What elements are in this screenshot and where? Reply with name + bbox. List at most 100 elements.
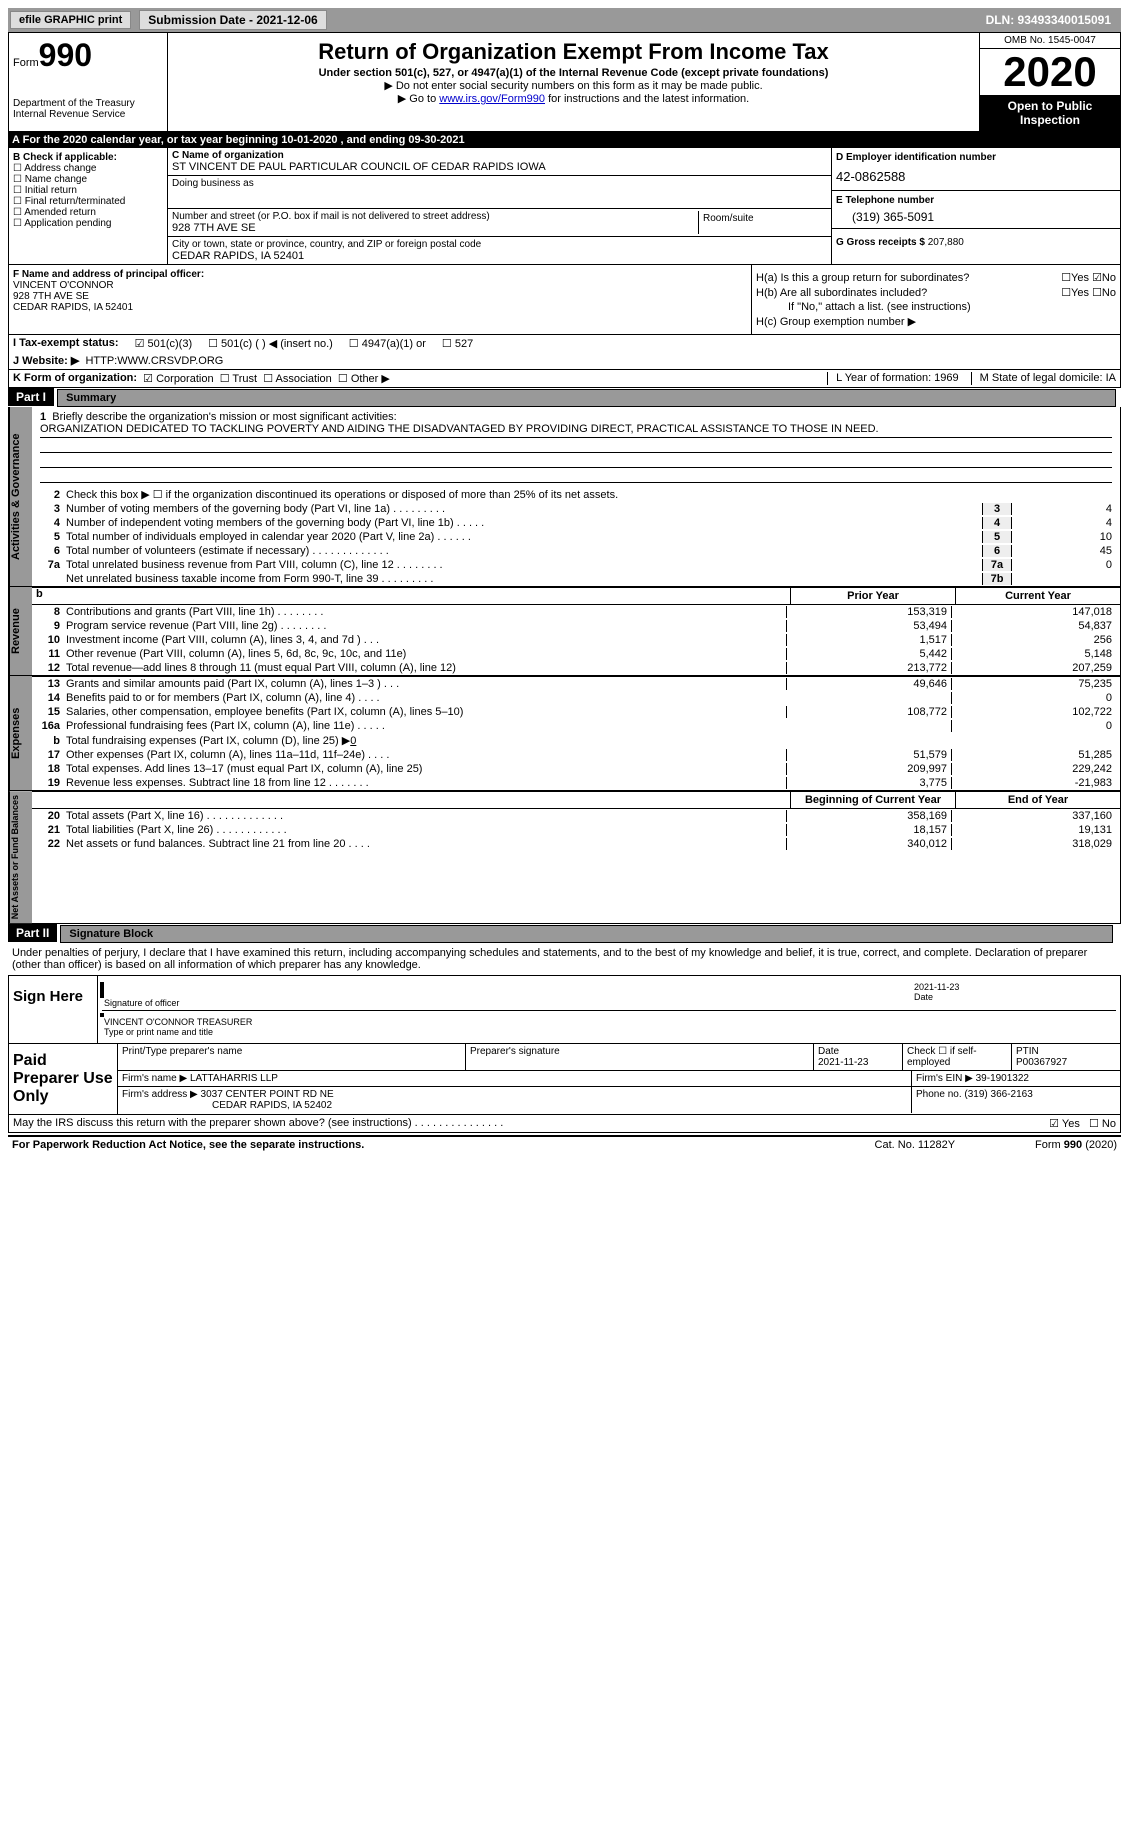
check-name-change[interactable]: ☐ Name change — [13, 174, 163, 185]
firm-phone-label: Phone no. — [916, 1089, 962, 1100]
i-4947[interactable]: ☐ 4947(a)(1) or — [349, 337, 426, 350]
check-final-return[interactable]: ☐ Final return/terminated — [13, 196, 163, 207]
ha-yes[interactable]: ☐Yes — [1061, 271, 1089, 284]
l13: Grants and similar amounts paid (Part IX… — [66, 678, 786, 690]
l1-label: Briefly describe the organization's miss… — [52, 411, 396, 423]
footer-cat: Cat. No. 11282Y — [875, 1139, 956, 1151]
form-subtitle: Under section 501(c), 527, or 4947(a)(1)… — [172, 67, 975, 79]
i-527[interactable]: ☐ 527 — [442, 337, 473, 350]
c9: 54,837 — [951, 620, 1116, 632]
l7b: Net unrelated business taxable income fr… — [66, 573, 982, 585]
pp-sig-label: Preparer's signature — [466, 1044, 814, 1070]
check-address-change[interactable]: ☐ Address change — [13, 163, 163, 174]
phone-value: (319) 365-5091 — [852, 210, 1116, 224]
org-name-label: C Name of organization — [172, 150, 827, 161]
discuss-no[interactable]: ☐ No — [1089, 1118, 1116, 1130]
k-label: K Form of organization: — [13, 372, 137, 384]
omb-number: OMB No. 1545-0047 — [980, 33, 1120, 49]
ha-no[interactable]: ☑No — [1092, 271, 1116, 284]
l17: Other expenses (Part IX, column (A), lin… — [66, 749, 786, 761]
l8: Contributions and grants (Part VIII, lin… — [66, 606, 786, 618]
expenses-section: Expenses 13Grants and similar amounts pa… — [8, 676, 1121, 791]
c22: 318,029 — [951, 838, 1116, 850]
l19: Revenue less expenses. Subtract line 18 … — [66, 777, 786, 789]
c17: 51,285 — [951, 749, 1116, 761]
k-trust[interactable]: ☐ Trust — [220, 372, 257, 385]
officer-group-block: F Name and address of principal officer:… — [8, 265, 1121, 335]
part-2: Part II Signature Block — [8, 924, 1121, 943]
top-bar: efile GRAPHIC print Submission Date - 20… — [8, 8, 1121, 32]
vert-expenses: Expenses — [9, 676, 32, 790]
officer-type-label: Type or print name and title — [104, 1027, 213, 1037]
p9: 53,494 — [786, 620, 951, 632]
beg-year-hdr: Beginning of Current Year — [790, 792, 955, 808]
hb-no[interactable]: ☐No — [1092, 286, 1116, 299]
org-info-block: B Check if applicable: ☐ Address change … — [8, 148, 1121, 265]
k-other[interactable]: ☐ Other ▶ — [338, 372, 390, 385]
c20: 337,160 — [951, 810, 1116, 822]
open-inspection: Open to Public Inspection — [980, 95, 1120, 131]
j-label: J Website: ▶ — [13, 355, 79, 367]
street-label: Number and street (or P.O. box if mail i… — [172, 211, 698, 222]
state-domicile: M State of legal domicile: IA — [971, 372, 1116, 385]
part-2-header: Part II — [8, 924, 57, 942]
l12: Total revenue—add lines 8 through 11 (mu… — [66, 662, 786, 674]
hb-yes[interactable]: ☐Yes — [1061, 286, 1089, 299]
gross-receipts-value: 207,880 — [928, 237, 964, 248]
c10: 256 — [951, 634, 1116, 646]
irs-link[interactable]: www.irs.gov/Form990 — [439, 93, 545, 105]
check-initial-return[interactable]: ☐ Initial return — [13, 185, 163, 196]
firm-city: CEDAR RAPIDS, IA 52402 — [122, 1100, 332, 1111]
officer-street: 928 7TH AVE SE — [13, 291, 89, 302]
discuss-question: May the IRS discuss this return with the… — [13, 1117, 503, 1130]
check-app-pending[interactable]: ☐ Application pending — [13, 218, 163, 229]
city-label: City or town, state or province, country… — [172, 239, 827, 250]
c18: 229,242 — [951, 763, 1116, 775]
ha-label: H(a) Is this a group return for subordin… — [756, 272, 1061, 284]
i-501c3[interactable]: ☑ 501(c)(3) — [135, 337, 193, 350]
tax-year-range: A For the 2020 calendar year, or tax yea… — [8, 132, 1121, 148]
k-assoc[interactable]: ☐ Association — [263, 372, 332, 385]
p8: 153,319 — [786, 606, 951, 618]
form-org-row: K Form of organization: ☑ Corporation ☐ … — [8, 370, 1121, 388]
i-501c[interactable]: ☐ 501(c) ( ) ◀ (insert no.) — [208, 337, 333, 350]
net-assets-section: Net Assets or Fund Balances Beginning of… — [8, 791, 1121, 924]
form-note-1: ▶ Do not enter social security numbers o… — [172, 79, 975, 92]
l2: Check this box ▶ ☐ if the organization d… — [66, 488, 1116, 501]
firm-ein-label: Firm's EIN ▶ — [916, 1073, 973, 1084]
firm-ein: 39-1901322 — [976, 1073, 1029, 1084]
k-corp[interactable]: ☑ Corporation — [143, 372, 213, 385]
org-name: ST VINCENT DE PAUL PARTICULAR COUNCIL OF… — [172, 161, 827, 173]
activities-governance: Activities & Governance 1 Briefly descri… — [8, 407, 1121, 587]
paid-preparer-block: Paid Preparer Use Only Print/Type prepar… — [8, 1044, 1121, 1115]
pp-date: 2021-11-23 — [818, 1057, 868, 1068]
l16a: Professional fundraising fees (Part IX, … — [66, 720, 786, 732]
hc-label: H(c) Group exemption number ▶ — [756, 315, 916, 328]
dept-label: Department of the Treasury Internal Reve… — [13, 98, 163, 120]
submission-date: Submission Date - 2021-12-06 — [139, 10, 326, 30]
form-header: Form990 Department of the Treasury Inter… — [8, 32, 1121, 132]
revenue-section: Revenue b Prior Year Current Year 8Contr… — [8, 587, 1121, 676]
ptin-value: P00367927 — [1016, 1057, 1067, 1068]
tax-year: 2020 — [980, 49, 1120, 95]
officer-city: CEDAR RAPIDS, IA 52401 — [13, 302, 133, 313]
pp-name-label: Print/Type preparer's name — [118, 1044, 466, 1070]
efile-button[interactable]: efile GRAPHIC print — [10, 11, 131, 29]
vert-net-assets: Net Assets or Fund Balances — [9, 791, 32, 923]
dba-label: Doing business as — [172, 178, 827, 189]
pp-date-label: Date — [818, 1046, 839, 1057]
discuss-yes[interactable]: ☑ Yes — [1049, 1118, 1080, 1130]
pp-self-employed[interactable]: Check ☐ if self-employed — [903, 1044, 1012, 1070]
form-number: Form990 — [13, 37, 163, 74]
ein-label: D Employer identification number — [836, 152, 996, 163]
form-note-2: ▶ Go to www.irs.gov/Form990 for instruct… — [172, 92, 975, 105]
ein-value: 42-0862588 — [836, 169, 1116, 184]
vert-revenue: Revenue — [9, 587, 32, 675]
phone-label: E Telephone number — [836, 195, 934, 206]
l15: Salaries, other compensation, employee b… — [66, 706, 786, 718]
v7a: 0 — [1012, 559, 1116, 571]
year-formation: L Year of formation: 1969 — [827, 372, 959, 385]
l18: Total expenses. Add lines 13–17 (must eq… — [66, 763, 786, 775]
p10: 1,517 — [786, 634, 951, 646]
check-amended[interactable]: ☐ Amended return — [13, 207, 163, 218]
